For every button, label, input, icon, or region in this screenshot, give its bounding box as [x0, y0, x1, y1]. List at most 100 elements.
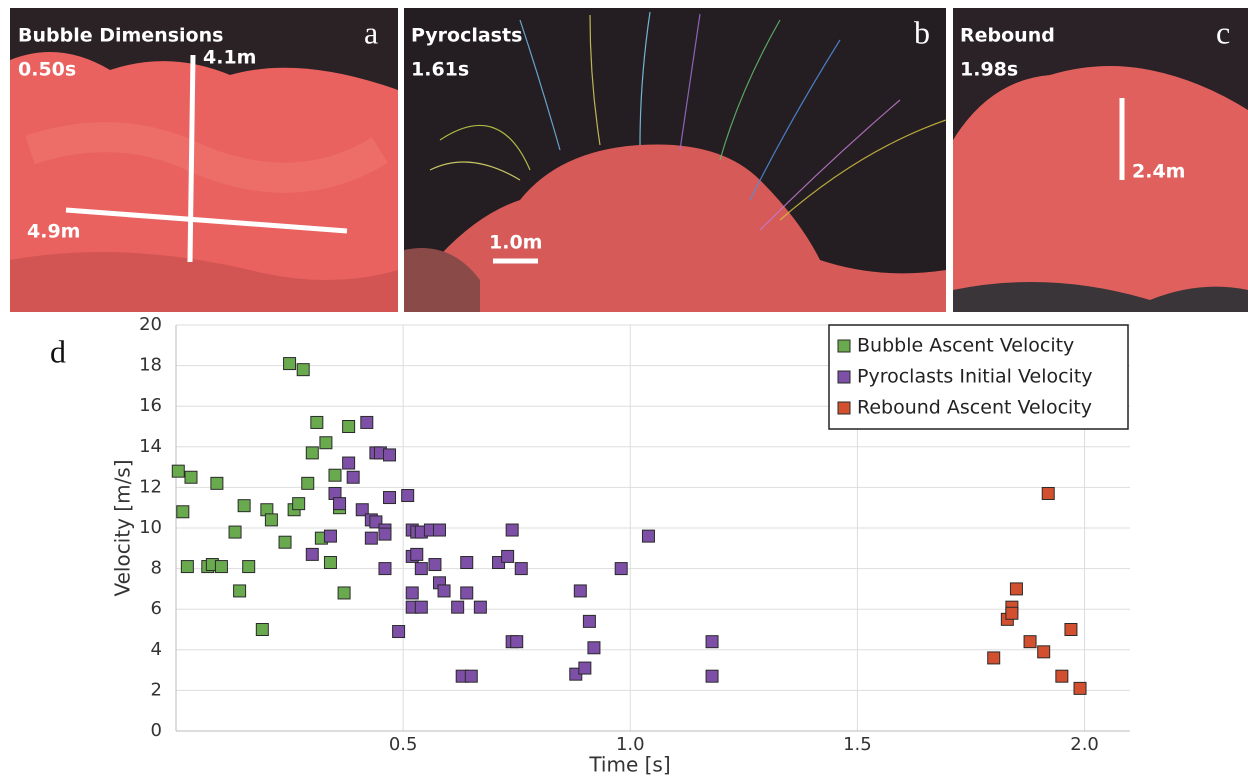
- scatter-point: [1037, 645, 1051, 659]
- scatter-point: [437, 584, 451, 598]
- y-tick-label: 4: [151, 639, 162, 660]
- x-tick-label: 1.5: [843, 734, 872, 755]
- legend-label: Bubble Ascent Velocity: [857, 335, 1074, 357]
- legend-swatch: [837, 401, 851, 415]
- scatter-point: [501, 549, 515, 563]
- scatter-point: [460, 556, 474, 570]
- scatter-point: [255, 623, 269, 636]
- scatter-point: [1064, 623, 1078, 636]
- scatter-point: [614, 562, 628, 576]
- y-tick-label: 2: [151, 679, 162, 700]
- scatter-point: [573, 584, 587, 598]
- y-tick-label: 8: [151, 558, 162, 579]
- scatter-point: [323, 529, 337, 543]
- photo-panel-c: Rebound 1.98s c 2.4m: [953, 8, 1248, 312]
- scatter-point: [278, 535, 292, 549]
- scatter-point: [233, 584, 247, 598]
- scatter-point: [464, 669, 478, 683]
- scatter-point: [184, 470, 198, 484]
- scatter-point: [342, 456, 356, 470]
- dimension-label: 4.1m: [203, 47, 256, 69]
- photo-panel-a: Bubble Dimensions 0.50s a 4.1m 4.9m: [10, 8, 398, 312]
- scatter-point: [383, 491, 397, 505]
- scatter-point: [323, 556, 337, 570]
- panel-letter: b: [914, 14, 930, 50]
- scatter-point: [171, 464, 185, 478]
- scatter-point: [296, 363, 310, 377]
- y-tick-label: 6: [151, 598, 162, 619]
- dimension-label: 4.9m: [27, 221, 80, 243]
- scatter-point: [1041, 486, 1055, 500]
- y-tick-label: 16: [139, 395, 162, 416]
- scatter-point: [176, 505, 190, 519]
- panel-time: 0.50s: [18, 59, 76, 81]
- scatter-point: [514, 562, 528, 576]
- scatter-point: [305, 446, 319, 460]
- scatter-point: [378, 527, 392, 541]
- scatter-point: [582, 614, 596, 628]
- scatter-point: [346, 470, 360, 484]
- x-tick-label: 0.5: [389, 734, 418, 755]
- scatter-point: [210, 476, 224, 490]
- scatter-point: [355, 503, 369, 517]
- panel-letter: a: [364, 14, 378, 50]
- scatter-point: [364, 531, 378, 545]
- y-tick-label: 20: [139, 314, 162, 335]
- panel-title: Rebound: [960, 25, 1055, 47]
- y-tick-label: 10: [139, 517, 162, 538]
- photo-panel-b: Pyroclasts 1.61s b 1.0m: [404, 8, 947, 312]
- scatter-point: [428, 558, 442, 572]
- panel-time: 1.61s: [411, 59, 469, 81]
- y-tick-label: 18: [139, 355, 162, 376]
- scatter-point: [1005, 606, 1019, 620]
- legend: Bubble Ascent Velocity Pyroclasts Initial…: [828, 324, 1129, 430]
- panel-title: Bubble Dimensions: [18, 25, 223, 47]
- scatter-point: [473, 600, 487, 614]
- panel-time: 1.98s: [960, 59, 1018, 81]
- scatter-point: [510, 635, 524, 649]
- x-tick-label: 1.0: [616, 734, 645, 755]
- scatter-point: [987, 651, 1001, 665]
- scatter-point: [414, 562, 428, 576]
- plot-marks: [171, 357, 1087, 695]
- scatter-point: [401, 489, 415, 503]
- scatter-point: [214, 560, 228, 574]
- scatter-point: [310, 415, 324, 429]
- scatter-point: [237, 499, 251, 513]
- panel-letter: c: [1216, 14, 1230, 50]
- scatter-point: [641, 529, 655, 543]
- x-tick-label: 2.0: [1070, 734, 1099, 755]
- scatter-point: [228, 525, 242, 539]
- panel-letter: d: [50, 333, 66, 369]
- y-tick-label: 12: [139, 476, 162, 497]
- scatter-point: [578, 661, 592, 675]
- legend-box: [828, 324, 1129, 430]
- scatter-point: [337, 586, 351, 600]
- y-axis-label: Velocity [m/s]: [111, 459, 135, 596]
- scatter-point: [378, 562, 392, 576]
- scatter-point: [283, 357, 297, 371]
- scatter-point: [292, 497, 306, 511]
- scatter-point: [242, 560, 256, 574]
- scatter-point: [505, 523, 519, 537]
- scatter-point: [392, 625, 406, 639]
- scatter-point: [410, 547, 424, 561]
- scatter-point: [333, 497, 347, 511]
- scatter-point: [305, 547, 319, 561]
- legend-label: Rebound Ascent Velocity: [857, 397, 1092, 419]
- scatter-point: [432, 523, 446, 537]
- legend-swatch: [837, 339, 851, 353]
- y-tick-label: 14: [139, 436, 162, 457]
- scatter-point: [360, 415, 374, 429]
- scatter-point: [180, 560, 194, 574]
- dimension-label: 1.0m: [489, 232, 542, 254]
- scatter-point: [587, 641, 601, 655]
- legend-label: Pyroclasts Initial Velocity: [857, 366, 1093, 388]
- scatter-point: [328, 468, 342, 482]
- scatter-point: [1023, 635, 1037, 649]
- scatter-point: [264, 513, 278, 527]
- scatter-point: [451, 600, 465, 614]
- scatter-point: [1055, 669, 1069, 683]
- scatter-point: [705, 635, 719, 649]
